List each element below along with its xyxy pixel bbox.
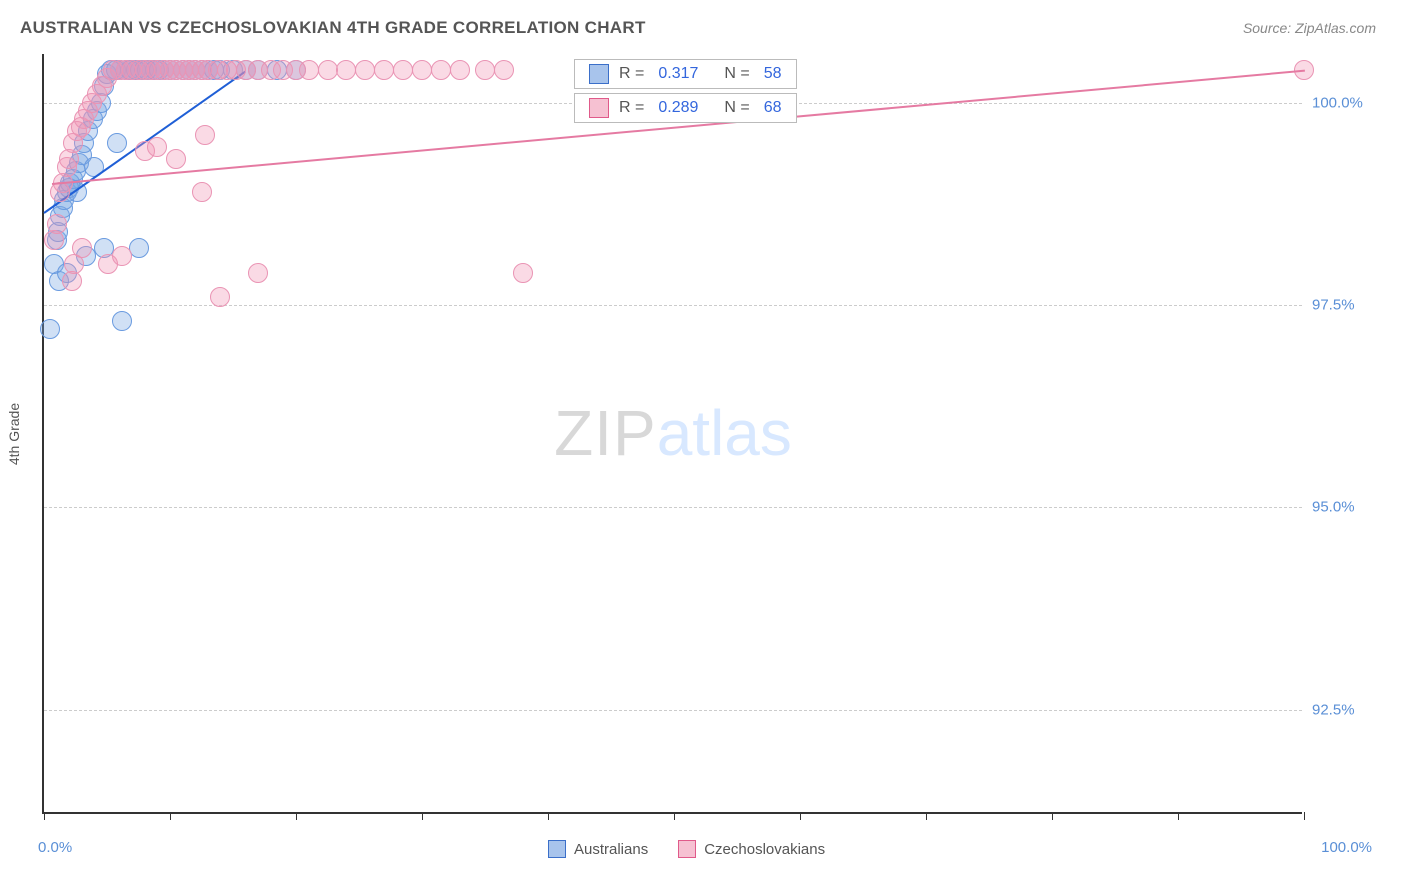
data-point xyxy=(210,287,230,307)
data-point xyxy=(166,149,186,169)
x-tick xyxy=(548,812,549,820)
x-tick xyxy=(674,812,675,820)
chart-area: 4th Grade ZIPatlas 92.5%95.0%97.5%100.0%… xyxy=(42,54,1406,814)
x-tick xyxy=(1304,812,1305,820)
bottom-legend: Australians Czechoslovakians xyxy=(548,840,825,858)
data-point xyxy=(112,246,132,266)
data-point xyxy=(112,311,132,331)
stat-n-value: 68 xyxy=(764,99,782,117)
data-point xyxy=(513,263,533,283)
data-point xyxy=(299,60,319,80)
legend-swatch xyxy=(589,64,609,84)
y-axis-label: 4th Grade xyxy=(6,403,22,465)
data-point xyxy=(147,137,167,157)
legend-item: Australians xyxy=(548,840,648,858)
data-point xyxy=(494,60,514,80)
y-tick-label: 100.0% xyxy=(1312,94,1372,111)
grid-line xyxy=(44,507,1302,508)
chart-title: AUSTRALIAN VS CZECHOSLOVAKIAN 4TH GRADE … xyxy=(20,18,646,38)
data-point xyxy=(84,157,104,177)
data-point xyxy=(248,263,268,283)
data-point xyxy=(431,60,451,80)
data-point xyxy=(355,60,375,80)
data-point xyxy=(195,125,215,145)
watermark-text-a: ZIP xyxy=(554,397,657,469)
stat-n-label: N = xyxy=(724,65,749,83)
legend-label: Australians xyxy=(574,841,648,858)
chart-header: AUSTRALIAN VS CZECHOSLOVAKIAN 4TH GRADE … xyxy=(0,0,1406,48)
x-tick xyxy=(800,812,801,820)
x-tick xyxy=(1178,812,1179,820)
watermark: ZIPatlas xyxy=(554,396,792,470)
y-tick-label: 92.5% xyxy=(1312,701,1372,718)
y-tick-label: 95.0% xyxy=(1312,499,1372,516)
data-point xyxy=(475,60,495,80)
data-point xyxy=(393,60,413,80)
legend-swatch xyxy=(589,98,609,118)
stats-row: R = 0.317 N = 58 xyxy=(574,59,797,89)
data-point xyxy=(47,214,67,234)
grid-line xyxy=(44,710,1302,711)
data-point xyxy=(374,60,394,80)
stat-r-value: 0.289 xyxy=(658,99,698,117)
data-point xyxy=(40,319,60,339)
data-point xyxy=(318,60,338,80)
legend-swatch xyxy=(548,840,566,858)
source-attribution: Source: ZipAtlas.com xyxy=(1243,20,1376,36)
watermark-text-b: atlas xyxy=(657,397,792,469)
legend-item: Czechoslovakians xyxy=(678,840,825,858)
x-tick xyxy=(170,812,171,820)
x-tick xyxy=(44,812,45,820)
x-tick xyxy=(296,812,297,820)
x-min-label: 0.0% xyxy=(38,839,72,856)
x-tick xyxy=(1052,812,1053,820)
plot-region: ZIPatlas 92.5%95.0%97.5%100.0%0.0%100.0%… xyxy=(42,54,1302,814)
legend-label: Czechoslovakians xyxy=(704,841,825,858)
stats-row: R = 0.289 N = 68 xyxy=(574,93,797,123)
data-point xyxy=(412,60,432,80)
grid-line xyxy=(44,305,1302,306)
stat-r-label: R = xyxy=(619,99,644,117)
data-point xyxy=(72,238,92,258)
stat-r-label: R = xyxy=(619,65,644,83)
data-point xyxy=(192,182,212,202)
x-max-label: 100.0% xyxy=(1321,839,1372,856)
stat-n-label: N = xyxy=(724,99,749,117)
data-point xyxy=(107,133,127,153)
x-tick xyxy=(926,812,927,820)
data-point xyxy=(450,60,470,80)
stat-r-value: 0.317 xyxy=(658,65,698,83)
x-tick xyxy=(422,812,423,820)
stat-n-value: 58 xyxy=(764,65,782,83)
y-tick-label: 97.5% xyxy=(1312,296,1372,313)
legend-swatch xyxy=(678,840,696,858)
data-point xyxy=(336,60,356,80)
